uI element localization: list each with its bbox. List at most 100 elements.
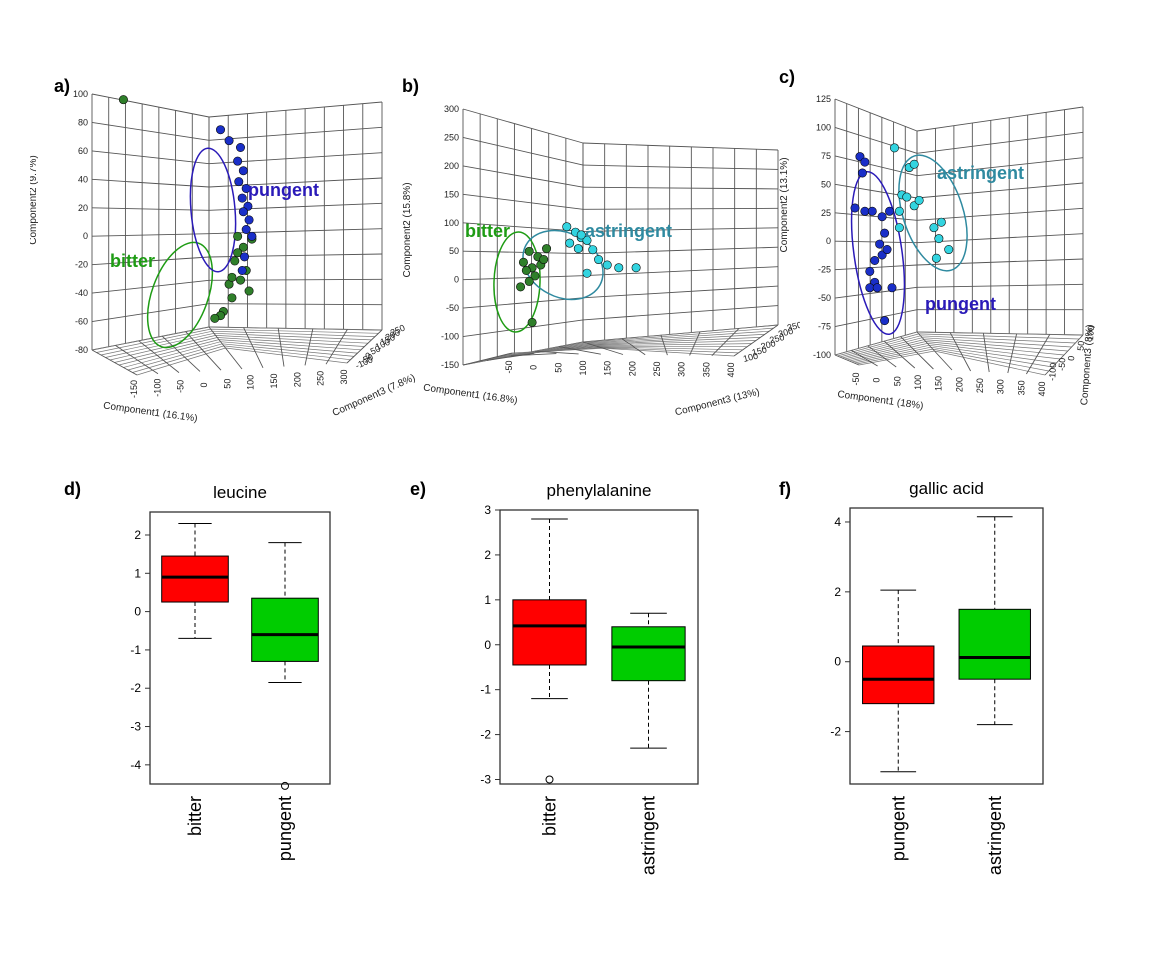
xtick-label: 50 xyxy=(553,363,563,373)
grid-line xyxy=(91,233,210,237)
ytick-label: 0 xyxy=(834,655,841,669)
xtick-label: 100 xyxy=(246,375,256,390)
box-bitter xyxy=(161,555,229,603)
data-point-bitter xyxy=(233,248,243,258)
xtick-label: 350 xyxy=(701,362,711,377)
panel-label-e: e) xyxy=(410,479,427,499)
data-point-pungent xyxy=(247,231,257,241)
ytick-label: 0 xyxy=(454,275,459,285)
ytick-label: -100 xyxy=(441,332,459,342)
grid-line xyxy=(834,286,918,299)
grid-line xyxy=(834,264,918,271)
boxplot-d: leucine 2 1 0 -1 -2 -3 -4 bitter pungent xyxy=(130,483,331,861)
grid-line xyxy=(582,186,779,190)
data-point-bitter xyxy=(118,95,128,105)
floor-line xyxy=(277,328,285,367)
ztick-label: -50 xyxy=(359,352,375,366)
data-point-astringent xyxy=(631,263,641,273)
grid-line xyxy=(91,93,210,118)
data-point-astringent xyxy=(936,217,946,227)
data-point-pungent xyxy=(234,177,244,187)
data-point-bitter xyxy=(530,271,540,281)
ytick-label: -2 xyxy=(130,681,141,695)
data-point-astringent xyxy=(914,195,924,205)
floor-line xyxy=(462,352,513,366)
xtick-label: 150 xyxy=(269,373,279,388)
ytick-label: 100 xyxy=(444,218,459,228)
ztick-label: 250 xyxy=(768,332,785,345)
grid-line xyxy=(916,233,1084,244)
data-point-pungent xyxy=(224,136,234,146)
floor-line xyxy=(883,340,916,369)
xtick-label: 100 xyxy=(578,360,588,375)
data-point-astringent xyxy=(602,260,612,270)
ylabel: Component2 (9.7%) xyxy=(30,155,39,245)
grid-line xyxy=(834,155,918,177)
grid-line xyxy=(916,131,1084,154)
floor-line xyxy=(91,349,138,376)
data-point-pungent xyxy=(241,225,251,235)
xtick-label: -50 xyxy=(504,360,514,373)
data-point-bitter xyxy=(227,272,237,282)
ylabel: Component2 (15.8%) xyxy=(402,182,413,277)
data-point-astringent xyxy=(894,223,904,233)
data-point-bitter xyxy=(244,286,254,296)
grid-line xyxy=(916,258,1084,266)
data-point-pungent xyxy=(216,125,226,135)
ytick-label: -2 xyxy=(480,728,491,742)
data-point-astringent xyxy=(565,238,575,248)
floor-line xyxy=(243,327,264,368)
data-point-astringent xyxy=(562,222,572,232)
ytick-label: -3 xyxy=(130,720,141,734)
floor-line xyxy=(534,350,579,355)
confidence-ellipse-pungent xyxy=(189,147,237,273)
data-point-astringent xyxy=(576,230,586,240)
grid-line xyxy=(208,101,383,118)
ytick-label: 100 xyxy=(816,122,831,132)
grid-line xyxy=(834,127,918,154)
ytick-label: 0 xyxy=(826,236,831,246)
grid-line xyxy=(462,222,584,232)
data-point-pungent xyxy=(887,283,897,293)
data-point-pungent xyxy=(241,184,251,194)
confidence-ellipse-bitter xyxy=(493,231,541,333)
ytick-label: 0 xyxy=(484,638,491,652)
grid-line xyxy=(834,212,918,221)
box-astringent xyxy=(611,626,686,682)
floor-line xyxy=(834,354,860,366)
floor-line xyxy=(558,346,601,355)
data-point-pungent xyxy=(238,166,248,176)
grid-line xyxy=(91,303,210,323)
data-point-pungent xyxy=(880,316,890,326)
data-point-pungent xyxy=(875,239,885,249)
ztick-label: 100 xyxy=(742,351,759,364)
floor-line xyxy=(467,327,774,365)
data-point-pungent xyxy=(857,168,867,178)
floor-line xyxy=(689,331,701,356)
ytick-label: -50 xyxy=(446,303,459,313)
ytick-label: -2 xyxy=(830,725,841,739)
ytick-label: 125 xyxy=(816,94,831,104)
ytick-label: 100 xyxy=(73,89,88,99)
ytick-label: 1 xyxy=(484,593,491,607)
floor-line xyxy=(711,328,740,357)
data-point-pungent xyxy=(865,266,875,276)
ztick-label: 350 xyxy=(786,320,800,333)
grid-line xyxy=(582,207,779,210)
xtick-label: 400 xyxy=(1037,381,1047,396)
floor-line xyxy=(854,346,1053,368)
data-point-pungent xyxy=(233,156,243,166)
grid-line xyxy=(208,126,383,141)
data-point-pungent xyxy=(877,212,887,222)
floor-line xyxy=(1007,333,1018,374)
ytick-label: 0 xyxy=(134,605,141,619)
floor-line xyxy=(660,335,668,356)
data-point-bitter xyxy=(527,317,537,327)
data-point-bitter xyxy=(210,313,220,323)
ylabel: Component2 (13.1%) xyxy=(779,157,790,252)
xtick-label: 150 xyxy=(934,376,944,391)
box-bitter xyxy=(512,599,587,666)
data-point-bitter xyxy=(524,276,534,286)
data-point-pungent xyxy=(870,255,880,265)
